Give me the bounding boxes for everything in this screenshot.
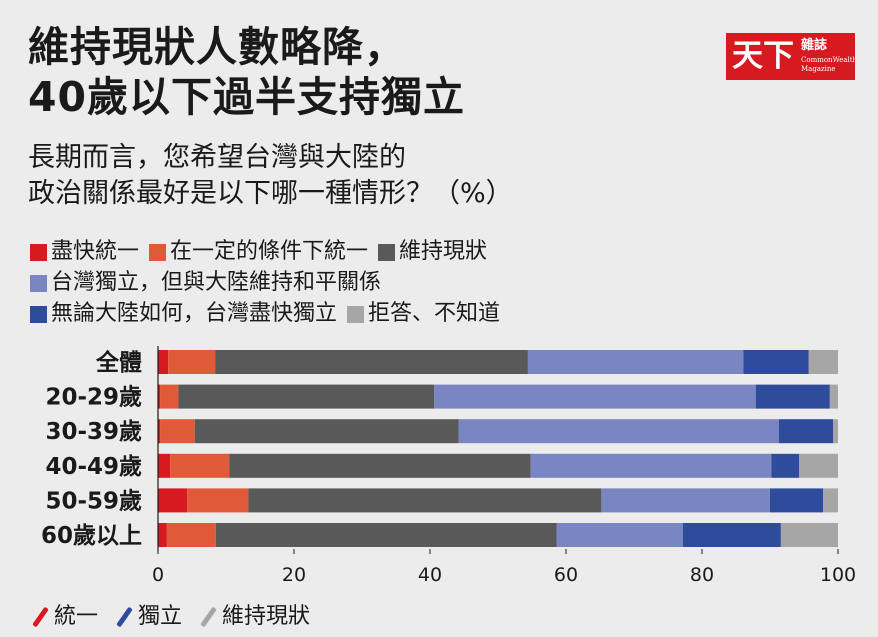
bar-segment [170, 453, 230, 478]
bar-segment [780, 523, 838, 547]
bottom-legend-item: 獨立 [114, 602, 182, 632]
legend-row: 無論大陸如何，台灣盡快獨立 拒答、不知道 [30, 300, 510, 328]
category-label: 40-49歲 [45, 454, 142, 480]
bar-segment [530, 453, 772, 478]
bar-segment [158, 384, 161, 409]
bar-segment [158, 350, 169, 374]
bar-segment [178, 384, 435, 409]
legend-swatch [347, 305, 365, 323]
bar-segment [458, 419, 779, 444]
slash-marker [198, 606, 218, 628]
legend-label: 台灣獨立，但與大陸維持和平關係 [51, 270, 382, 295]
chart-title: 維持現狀人數略降， 40歲以下過半支持獨立 [28, 22, 465, 122]
bar-segment [160, 419, 195, 444]
x-tick-label: 20 [282, 564, 306, 586]
subtitle-line-1: 長期而言，您希望台灣與大陸的 [28, 142, 406, 173]
bottom-legend-label: 統一 [54, 604, 99, 629]
legend-item: 在一定的條件下統一 [149, 238, 368, 266]
bottom-legend-item: 統一 [30, 602, 98, 632]
logo-sub-text: 雜誌 [801, 38, 828, 53]
legend-label: 拒答、不知道 [368, 301, 501, 326]
cw-logo: 天下 雜誌 CommonWealth Magazine [726, 33, 855, 80]
bar-segment [778, 419, 834, 444]
legend-label: 盡快統一 [51, 239, 140, 264]
legend-swatch [30, 274, 47, 292]
legend-row: 盡快統一 在一定的條件下統一 維持現狀 [30, 238, 497, 266]
bottom-legend-item: 維持現狀 [198, 602, 310, 632]
bar-segment [194, 419, 459, 444]
x-tick-label: 0 [152, 564, 164, 586]
legend-label: 維持現狀 [399, 239, 488, 264]
bar-segment [158, 488, 188, 513]
title-line-2: 40歲以下過半支持獨立 [28, 73, 466, 121]
bar-segment [799, 453, 838, 478]
subtitle-line-2: 政治關係最好是以下哪一種情形？（%） [28, 178, 513, 209]
bottom-legend-label: 維持現狀 [222, 604, 311, 629]
bottom-legend: 統一 獨立 維持現狀 [30, 602, 326, 632]
x-tick-label: 60 [554, 564, 578, 586]
logo-english-text: CommonWealth Magazine [801, 56, 855, 73]
chart-subtitle: 長期而言，您希望台灣與大陸的 政治關係最好是以下哪一種情形？（%） [28, 140, 513, 212]
stacked-bar-chart: 全體 20-29歲 30-39歲 40-49歲 50-59歲 60歲以上 0 20 40 60 80… [41, 346, 856, 586]
x-tick-label: 100 [820, 564, 856, 586]
bar-segment [158, 453, 171, 478]
title-line-1: 維持現狀人數略降， [28, 23, 406, 71]
bar-segment [166, 523, 216, 547]
bar-segment [833, 419, 838, 444]
logo-main-text: 天下 [732, 38, 794, 74]
x-tick-label: 80 [690, 564, 714, 586]
legend-row: 台灣獨立，但與大陸維持和平關係 [30, 269, 391, 297]
category-label: 20-29歲 [45, 385, 142, 411]
legend-item: 盡快統一 [30, 238, 139, 266]
bar-segment [527, 350, 744, 374]
slash-marker [30, 606, 50, 628]
bar-segment [434, 384, 756, 409]
bar-segment [215, 523, 557, 547]
legend-item: 台灣獨立，但與大陸維持和平關係 [30, 269, 381, 297]
legend-swatch [149, 243, 167, 261]
legend-item: 拒答、不知道 [347, 300, 500, 328]
bar-segment [158, 419, 161, 444]
bar-segment [829, 384, 838, 409]
legend-item: 維持現狀 [378, 238, 487, 266]
legend-swatch [30, 305, 47, 323]
legend-label: 無論大陸如何，台灣盡快獨立 [51, 301, 338, 326]
bar-segment [770, 488, 824, 513]
bar-segment [682, 523, 781, 547]
bar-segment [755, 384, 830, 409]
legend-swatch [30, 243, 47, 261]
x-tick-label: 40 [418, 564, 442, 586]
bar-segment [187, 488, 249, 513]
bar-segment [601, 488, 770, 513]
category-label: 30-39歲 [45, 419, 142, 445]
legend-label: 在一定的條件下統一 [170, 239, 369, 264]
bar-segment [215, 350, 528, 374]
bar-segment [168, 350, 216, 374]
bar-segment [248, 488, 602, 513]
category-label: 50-59歲 [45, 488, 142, 514]
bar-segment [808, 350, 838, 374]
bar-segment [771, 453, 800, 478]
bar-segment [229, 453, 531, 478]
legend-swatch [378, 243, 396, 261]
category-label: 60歲以上 [41, 523, 142, 549]
bar-segment [743, 350, 809, 374]
bar-segment [823, 488, 838, 513]
bar-segment [158, 523, 167, 547]
category-label: 全體 [95, 349, 142, 376]
bar-segment [160, 384, 179, 409]
slash-marker [114, 606, 134, 628]
bottom-legend-label: 獨立 [138, 604, 183, 629]
bar-segment [556, 523, 683, 547]
legend-item: 無論大陸如何，台灣盡快獨立 [30, 300, 337, 328]
